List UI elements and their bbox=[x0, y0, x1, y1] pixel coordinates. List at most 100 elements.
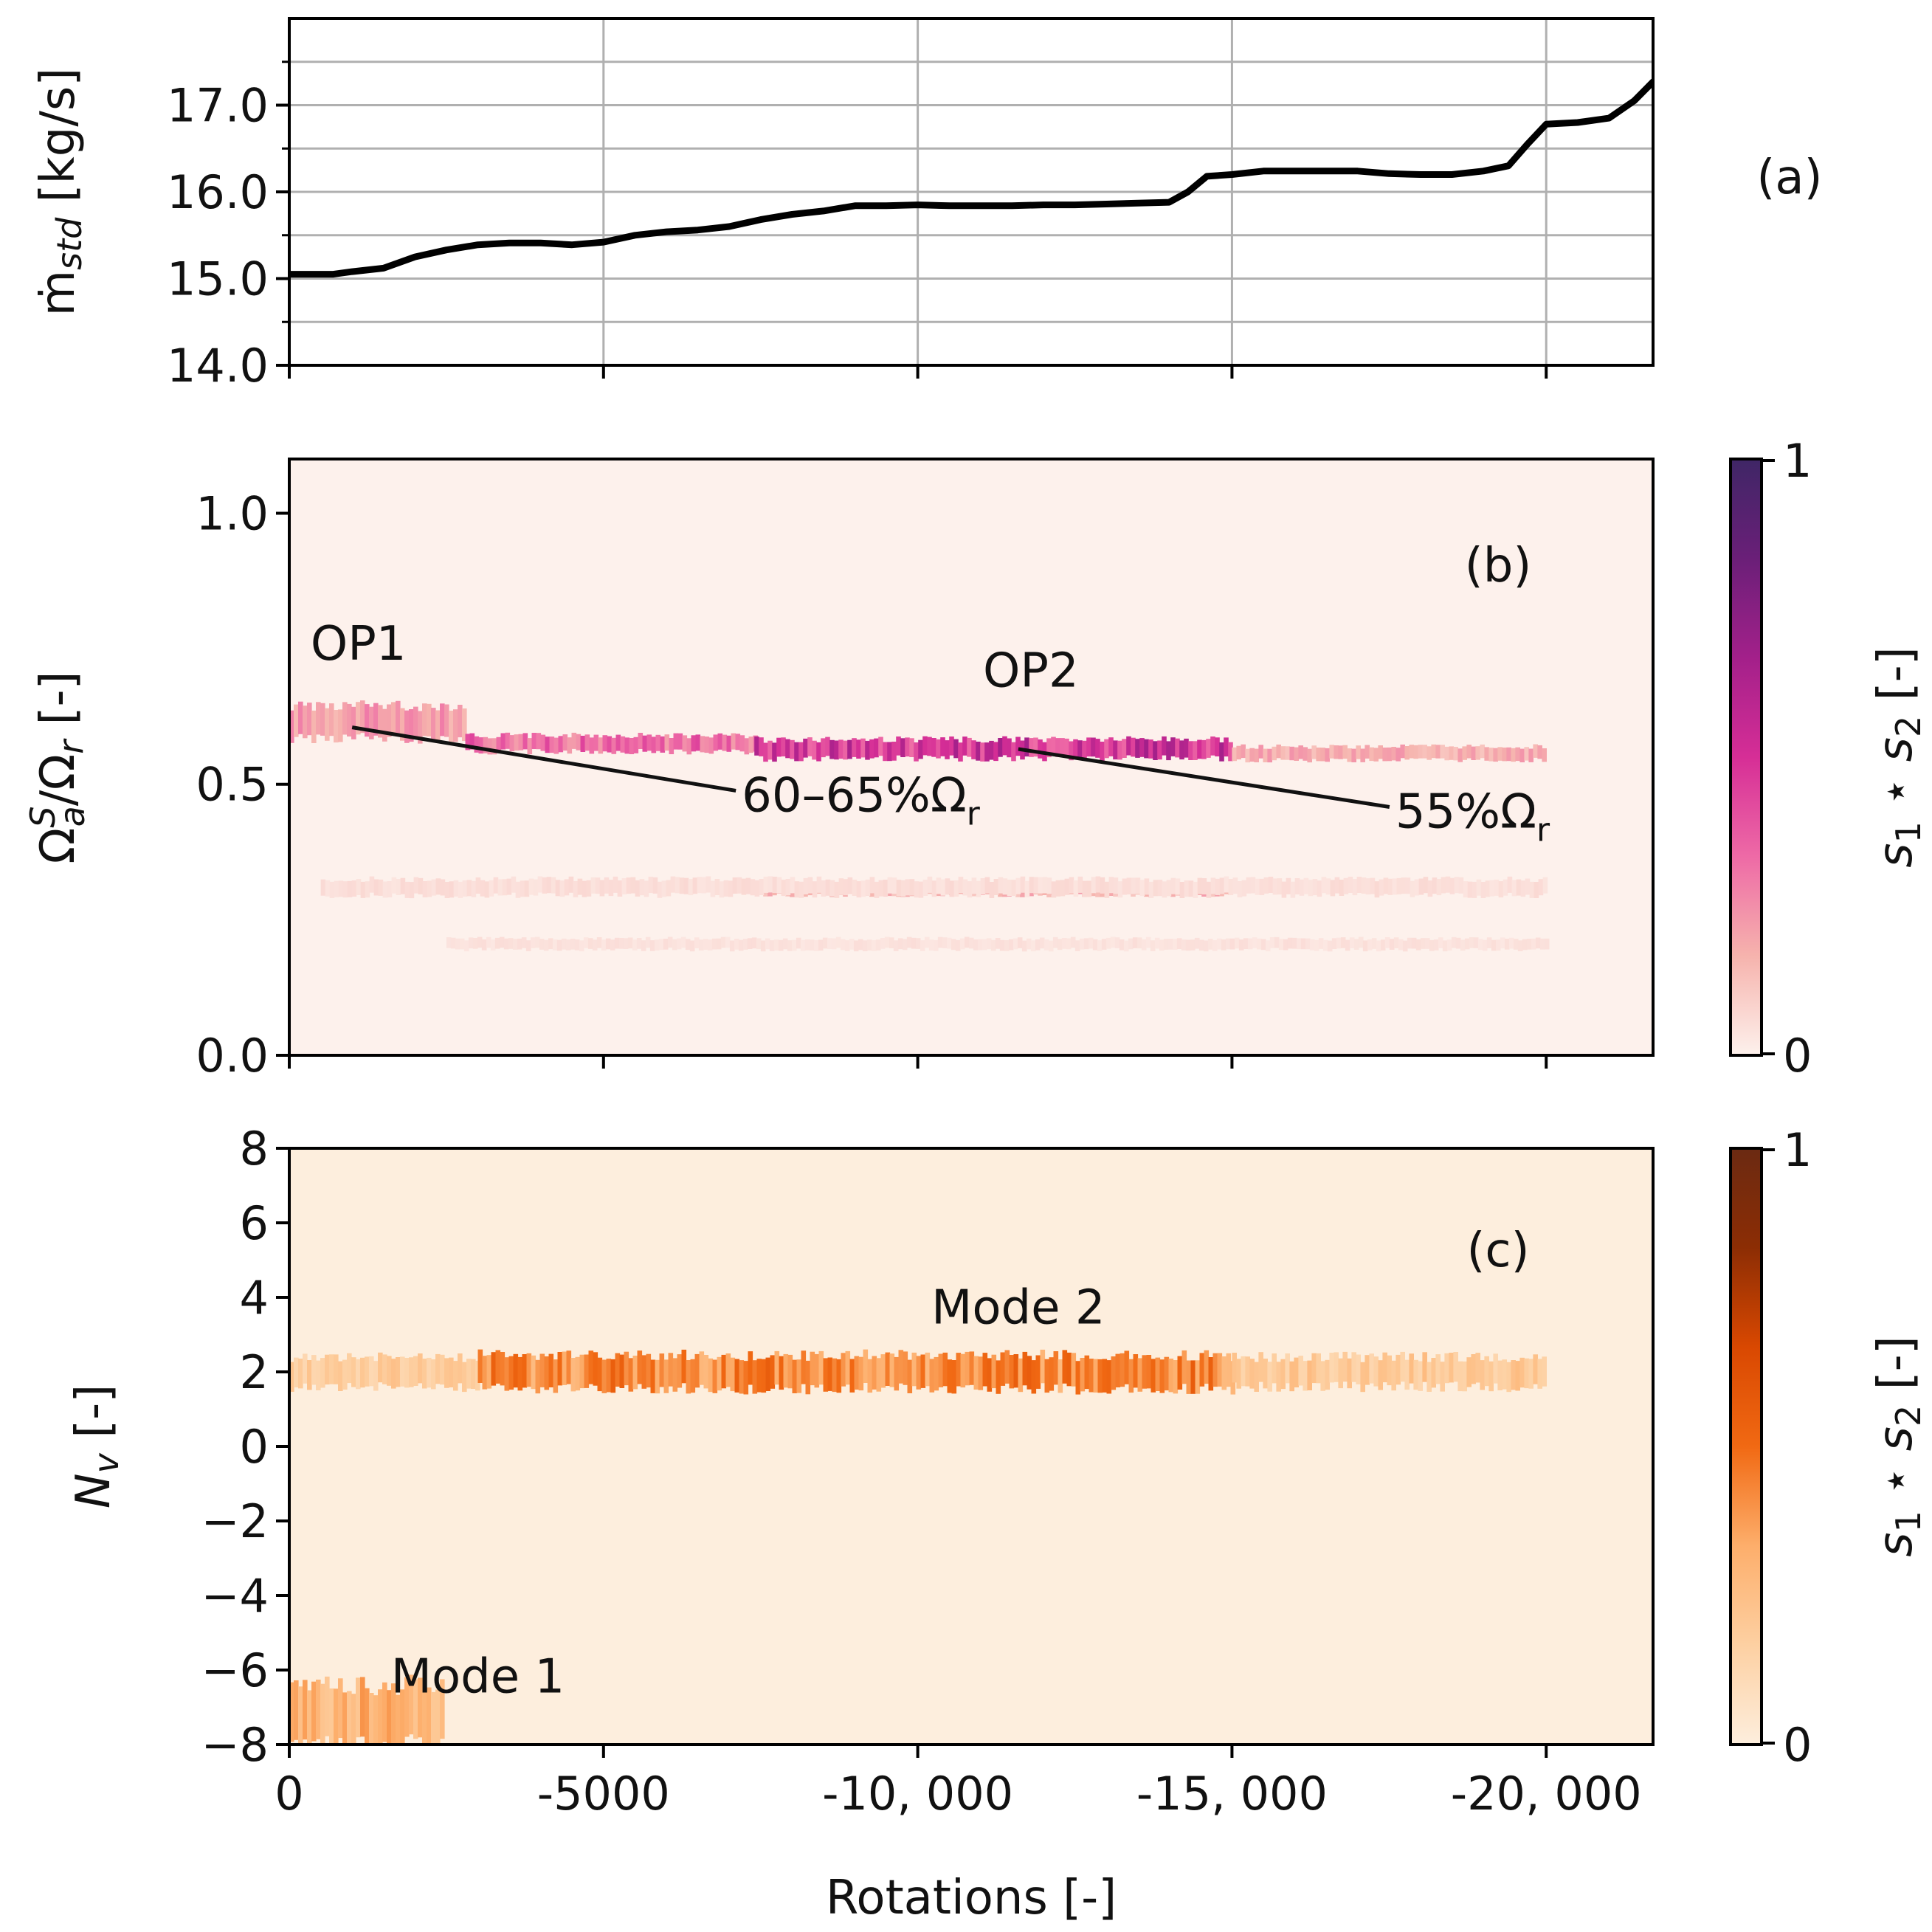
heatmap-cell bbox=[1482, 939, 1488, 951]
heatmap-cell bbox=[1352, 879, 1358, 896]
heatmap-cell bbox=[1351, 1352, 1356, 1382]
heatmap-cell bbox=[413, 706, 418, 739]
x-tick-label: 0 bbox=[275, 1767, 303, 1821]
heatmap-cell bbox=[1290, 881, 1296, 898]
y-tick-label: −2 bbox=[201, 1494, 269, 1548]
heatmap-cell bbox=[1131, 877, 1136, 894]
heatmap-cell bbox=[711, 938, 717, 950]
heatmap-cell bbox=[708, 737, 714, 754]
y-tick-label: 0.0 bbox=[196, 1029, 269, 1083]
heatmap-cell bbox=[928, 939, 934, 951]
heatmap-cell bbox=[1086, 737, 1091, 757]
heatmap-cell bbox=[1064, 878, 1070, 895]
heatmap-cell bbox=[418, 1353, 423, 1384]
heatmap-cell bbox=[483, 736, 489, 753]
heatmap-cell bbox=[1027, 1356, 1032, 1390]
heatmap-cell bbox=[1237, 881, 1243, 897]
heatmap-cell bbox=[686, 738, 692, 755]
heatmap-cell bbox=[1276, 744, 1281, 759]
panel-b-ylabel: ΩSa/Ωr [-] bbox=[23, 671, 92, 863]
heatmap-cell bbox=[1444, 746, 1449, 761]
heatmap-cell bbox=[334, 1688, 339, 1745]
heatmap-cell bbox=[763, 742, 768, 762]
heatmap-cell bbox=[1387, 1355, 1392, 1386]
heatmap-cell bbox=[1387, 747, 1392, 762]
heatmap-cell bbox=[1491, 939, 1497, 951]
heatmap-cell bbox=[959, 938, 965, 950]
heatmap-cell bbox=[1193, 881, 1198, 898]
heatmap-cell bbox=[307, 1690, 312, 1745]
heatmap-cell bbox=[763, 876, 769, 893]
heatmap-cell bbox=[1423, 877, 1429, 894]
heatmap-cell bbox=[427, 1687, 432, 1745]
panel-c-background bbox=[289, 1148, 1653, 1745]
heatmap-cell bbox=[1484, 747, 1489, 761]
heatmap-cell bbox=[517, 1356, 523, 1391]
heatmap-cell bbox=[927, 736, 932, 756]
heatmap-cell bbox=[902, 939, 908, 951]
x-tick-label: -10, 000 bbox=[822, 1767, 1013, 1821]
heatmap-cell bbox=[821, 738, 826, 758]
heatmap-cell bbox=[431, 1691, 436, 1745]
heatmap-cell bbox=[1170, 877, 1176, 894]
heatmap-band bbox=[289, 1674, 445, 1745]
heatmap-cell bbox=[856, 881, 862, 898]
heatmap-cell bbox=[449, 881, 455, 898]
heatmap-cell bbox=[369, 706, 374, 739]
heatmap-cell bbox=[708, 1358, 714, 1393]
heatmap-cell bbox=[748, 1351, 753, 1385]
heatmap-cell bbox=[325, 1354, 330, 1385]
heatmap-cell bbox=[964, 936, 970, 948]
heatmap-cell bbox=[1460, 939, 1466, 951]
heatmap-cell bbox=[730, 1357, 736, 1392]
heatmap-cell bbox=[891, 877, 897, 894]
heatmap-cell bbox=[1484, 1356, 1489, 1387]
heatmap-cell bbox=[989, 882, 995, 898]
heatmap-cell bbox=[712, 1359, 718, 1393]
panel-b-frame bbox=[288, 458, 1655, 1057]
heatmap-cell bbox=[1190, 939, 1196, 951]
heatmap-cell bbox=[549, 736, 555, 753]
heatmap-cell bbox=[1446, 939, 1452, 951]
heatmap-cell bbox=[307, 1360, 312, 1390]
y-tick-label: 16.0 bbox=[167, 165, 269, 219]
heatmap-cell bbox=[1431, 744, 1436, 759]
heatmap-cell bbox=[316, 1360, 321, 1390]
heatmap-cell bbox=[1166, 741, 1171, 761]
panel-c-colorbar: 1 0 s1 ⋆ s2 [-] bbox=[1729, 1123, 1928, 1772]
heatmap-cell bbox=[1060, 880, 1066, 897]
heatmap-cell bbox=[945, 878, 951, 895]
heatmap-cell bbox=[779, 1356, 784, 1390]
heatmap-cell bbox=[984, 877, 990, 894]
heatmap-cell bbox=[365, 1688, 370, 1745]
heatmap-cell bbox=[1207, 939, 1213, 950]
heatmap-cell bbox=[1365, 1355, 1370, 1385]
heatmap-cell bbox=[1475, 746, 1480, 760]
heatmap-cell bbox=[800, 939, 806, 951]
heatmap-cell bbox=[990, 939, 996, 951]
heatmap-cell bbox=[627, 937, 633, 949]
heatmap-cell bbox=[829, 739, 835, 759]
heatmap-cell bbox=[583, 937, 589, 948]
heatmap-cell bbox=[1105, 937, 1111, 949]
heatmap-cell bbox=[1236, 1359, 1241, 1389]
heatmap-cell bbox=[504, 1357, 510, 1391]
heatmap-cell bbox=[1210, 736, 1215, 756]
heatmap-cell bbox=[934, 1356, 939, 1391]
heatmap-cell bbox=[914, 881, 920, 898]
heatmap-cell bbox=[589, 737, 595, 754]
panel-a: 14.0 15.0 16.0 17.0 ṁstd [kg/s] (a) bbox=[31, 17, 1823, 393]
heatmap-cell bbox=[1267, 1362, 1272, 1392]
heatmap-cell bbox=[418, 1677, 423, 1738]
heatmap-cell bbox=[382, 881, 388, 898]
panel-b-colorbar-label: s1 ⋆ s2 [-] bbox=[1869, 646, 1928, 867]
heatmap-cell bbox=[628, 1358, 634, 1392]
heatmap-cell bbox=[311, 1355, 317, 1385]
heatmap-cell bbox=[1353, 939, 1359, 950]
heatmap-cell bbox=[1176, 938, 1182, 949]
heatmap-cell bbox=[511, 876, 517, 893]
heatmap-cell bbox=[342, 702, 348, 735]
heatmap-cell bbox=[1476, 879, 1482, 896]
heatmap-cell bbox=[680, 936, 686, 948]
heatmap-cell bbox=[1128, 938, 1134, 950]
